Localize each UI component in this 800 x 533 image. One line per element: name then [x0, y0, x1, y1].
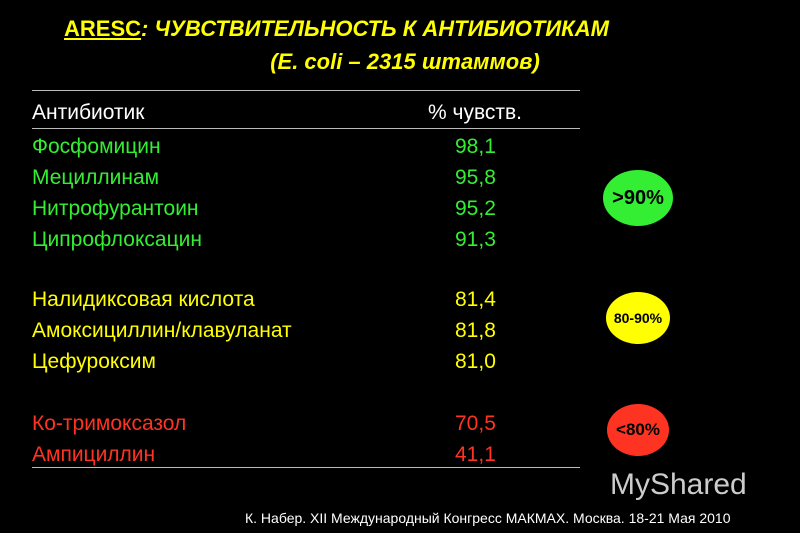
- rule: [32, 90, 580, 91]
- range-badge: <80%: [607, 404, 669, 456]
- range-badge: >90%: [603, 170, 673, 226]
- header-cell: % чувств.: [428, 101, 522, 124]
- sensitivity: 81,0: [455, 350, 496, 373]
- antibiotic: Налидиксовая кислота: [32, 288, 255, 311]
- subtitle: (E. coli – 2315 штаммов): [270, 49, 540, 74]
- sensitivity: 95,2: [455, 197, 496, 220]
- rule: [32, 128, 580, 129]
- antibiotic: Ципрофлоксацин: [32, 228, 202, 251]
- title: ARESC: ЧУВСТВИТЕЛЬНОСТЬ К АНТИБИОТИКАМ: [64, 16, 609, 42]
- sensitivity: 41,1: [455, 443, 496, 466]
- antibiotic: Нитрофурантоин: [32, 197, 199, 220]
- rule: [32, 467, 580, 468]
- sensitivity: 81,4: [455, 288, 496, 311]
- sensitivity: 70,5: [455, 412, 496, 435]
- antibiotic: Ко-тримоксазол: [32, 412, 187, 435]
- antibiotic: Ампициллин: [32, 443, 156, 466]
- watermark: MyShared: [610, 468, 747, 501]
- antibiotic: Фосфомицин: [32, 135, 161, 158]
- title-text: : ЧУВСТВИТЕЛЬНОСТЬ К АНТИБИОТИКАМ: [141, 16, 609, 41]
- sensitivity: 81,8: [455, 319, 496, 342]
- title-acronym: ARESC: [64, 16, 142, 41]
- header-cell: Антибиотик: [32, 101, 145, 124]
- sensitivity: 95,8: [455, 166, 496, 189]
- sensitivity: 91,3: [455, 228, 496, 251]
- sensitivity: 98,1: [455, 135, 496, 158]
- antibiotic: Мециллинам: [32, 166, 160, 189]
- range-badge: 80-90%: [606, 292, 670, 344]
- antibiotic: Амоксициллин/клавуланат: [32, 319, 292, 342]
- footer: К. Набер. XII Международный Конгресс МАК…: [245, 510, 731, 526]
- antibiotic: Цефуроксим: [32, 350, 156, 373]
